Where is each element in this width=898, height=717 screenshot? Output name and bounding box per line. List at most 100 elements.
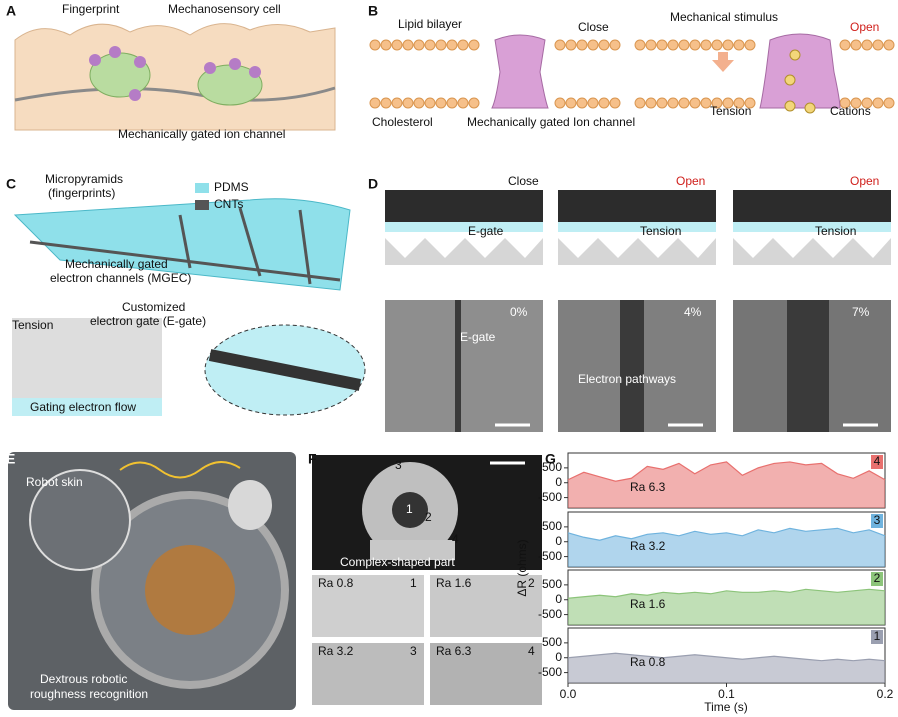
cations <box>784 49 816 114</box>
lipid <box>609 39 621 51</box>
lipid <box>598 97 610 109</box>
label: E-gate <box>468 224 504 238</box>
pyramids <box>733 238 891 265</box>
lipid <box>565 39 577 51</box>
panel-e: E Robot skin Dextrous robotic roughness r… <box>6 451 296 710</box>
panel-c: C Micropyramids (fingerprints) PDMS CNTs … <box>6 172 366 416</box>
lipid <box>872 39 884 51</box>
lipid <box>744 97 756 109</box>
y-tick-label: -500 <box>538 490 562 504</box>
annotation: Ra 3.2 <box>630 539 666 553</box>
panel-label: E <box>6 451 15 467</box>
line: electron gate (E-gate) <box>90 314 206 328</box>
ion-channel <box>759 33 841 109</box>
lipid <box>424 97 436 109</box>
label: Dextrous robotic roughness recognition <box>30 672 148 701</box>
lipid <box>380 97 392 109</box>
y-tick-label: -500 <box>538 665 562 679</box>
annotation: Ra 0.8 <box>630 655 666 669</box>
lipid <box>689 39 701 51</box>
lipid <box>413 39 425 51</box>
panel-a: A Fingerprint Mechanosensory cell Mechan… <box>6 2 336 141</box>
lipid <box>722 39 734 51</box>
area-fill <box>568 653 885 683</box>
crack <box>620 300 644 432</box>
y-tick-label: 500 <box>542 635 562 649</box>
signal <box>119 461 241 479</box>
robot-head <box>228 480 272 530</box>
lipid <box>402 39 414 51</box>
state: Open <box>850 174 879 188</box>
pyramids <box>385 238 543 265</box>
lipid <box>634 97 646 109</box>
tag: 1 <box>410 576 417 590</box>
y-axis-label: ΔR (ohms) <box>515 539 529 596</box>
annotation: Ra 1.6 <box>630 597 666 611</box>
label: Lipid bilayer <box>398 17 462 31</box>
panel-label: A <box>6 3 16 19</box>
strain: 4% <box>684 305 702 319</box>
lipid <box>839 39 851 51</box>
label: Cations <box>830 104 871 118</box>
line: Customized <box>122 300 185 314</box>
cnt-film <box>385 190 543 222</box>
label: Tension <box>815 224 856 238</box>
lipid <box>850 39 862 51</box>
lipid <box>587 39 599 51</box>
pdms <box>733 222 891 232</box>
lipid-bilayer <box>369 39 895 109</box>
lipid <box>413 97 425 109</box>
part-hole <box>392 492 428 528</box>
pdms <box>558 222 716 232</box>
lipid <box>446 97 458 109</box>
flow-box <box>12 398 162 416</box>
area-line <box>567 652 886 662</box>
lipid <box>744 39 756 51</box>
lipid <box>700 39 712 51</box>
tag-box <box>871 572 883 586</box>
panel-b: B Lipid bilayer Close Cholesterol Mechan… <box>368 3 895 129</box>
tag: 4 <box>874 454 881 468</box>
label: Tension <box>640 224 681 238</box>
zoom <box>29 469 131 571</box>
sem <box>385 300 543 432</box>
lipid <box>554 97 566 109</box>
tag: 2 <box>528 576 535 590</box>
label: Micropyramids (fingerprints) <box>45 172 123 200</box>
tag-box <box>871 630 883 644</box>
cnt-film <box>558 190 716 222</box>
pdms-sheet <box>13 198 351 291</box>
lipid <box>369 97 381 109</box>
gear <box>145 545 235 635</box>
sample <box>312 643 424 705</box>
cnt-lines <box>29 207 341 285</box>
lipid <box>711 97 723 109</box>
y-tick-label: 0 <box>555 592 562 606</box>
label: Electron pathways <box>578 372 676 386</box>
lipid <box>733 39 745 51</box>
annotation: Ra 6.3 <box>630 480 666 494</box>
lipid <box>369 39 381 51</box>
label: Customized electron gate (E-gate) <box>90 300 206 328</box>
lipid <box>457 39 469 51</box>
label: Tension <box>12 318 53 332</box>
tag: 3 <box>410 644 417 658</box>
cnt-film <box>733 190 891 222</box>
lipid <box>554 39 566 51</box>
part-id: 2 <box>425 510 432 524</box>
lipid <box>711 39 723 51</box>
area-fill <box>568 461 885 508</box>
line: Dextrous robotic <box>40 672 127 686</box>
panel-label: C <box>6 176 16 192</box>
crack <box>455 300 461 432</box>
y-tick-label: 500 <box>542 519 562 533</box>
cnt-strip <box>208 349 362 391</box>
label: Close <box>578 20 609 34</box>
area-fill <box>568 589 885 625</box>
panel-f: F 3 1 2 4 Complex-shaped part Ra 0.8 1 R… <box>308 451 542 705</box>
line: electron channels (MGEC) <box>50 271 191 285</box>
panel-label: F <box>308 451 317 467</box>
x-tick-label: 0.2 <box>877 687 894 701</box>
lipid <box>861 97 873 109</box>
lipid <box>722 97 734 109</box>
